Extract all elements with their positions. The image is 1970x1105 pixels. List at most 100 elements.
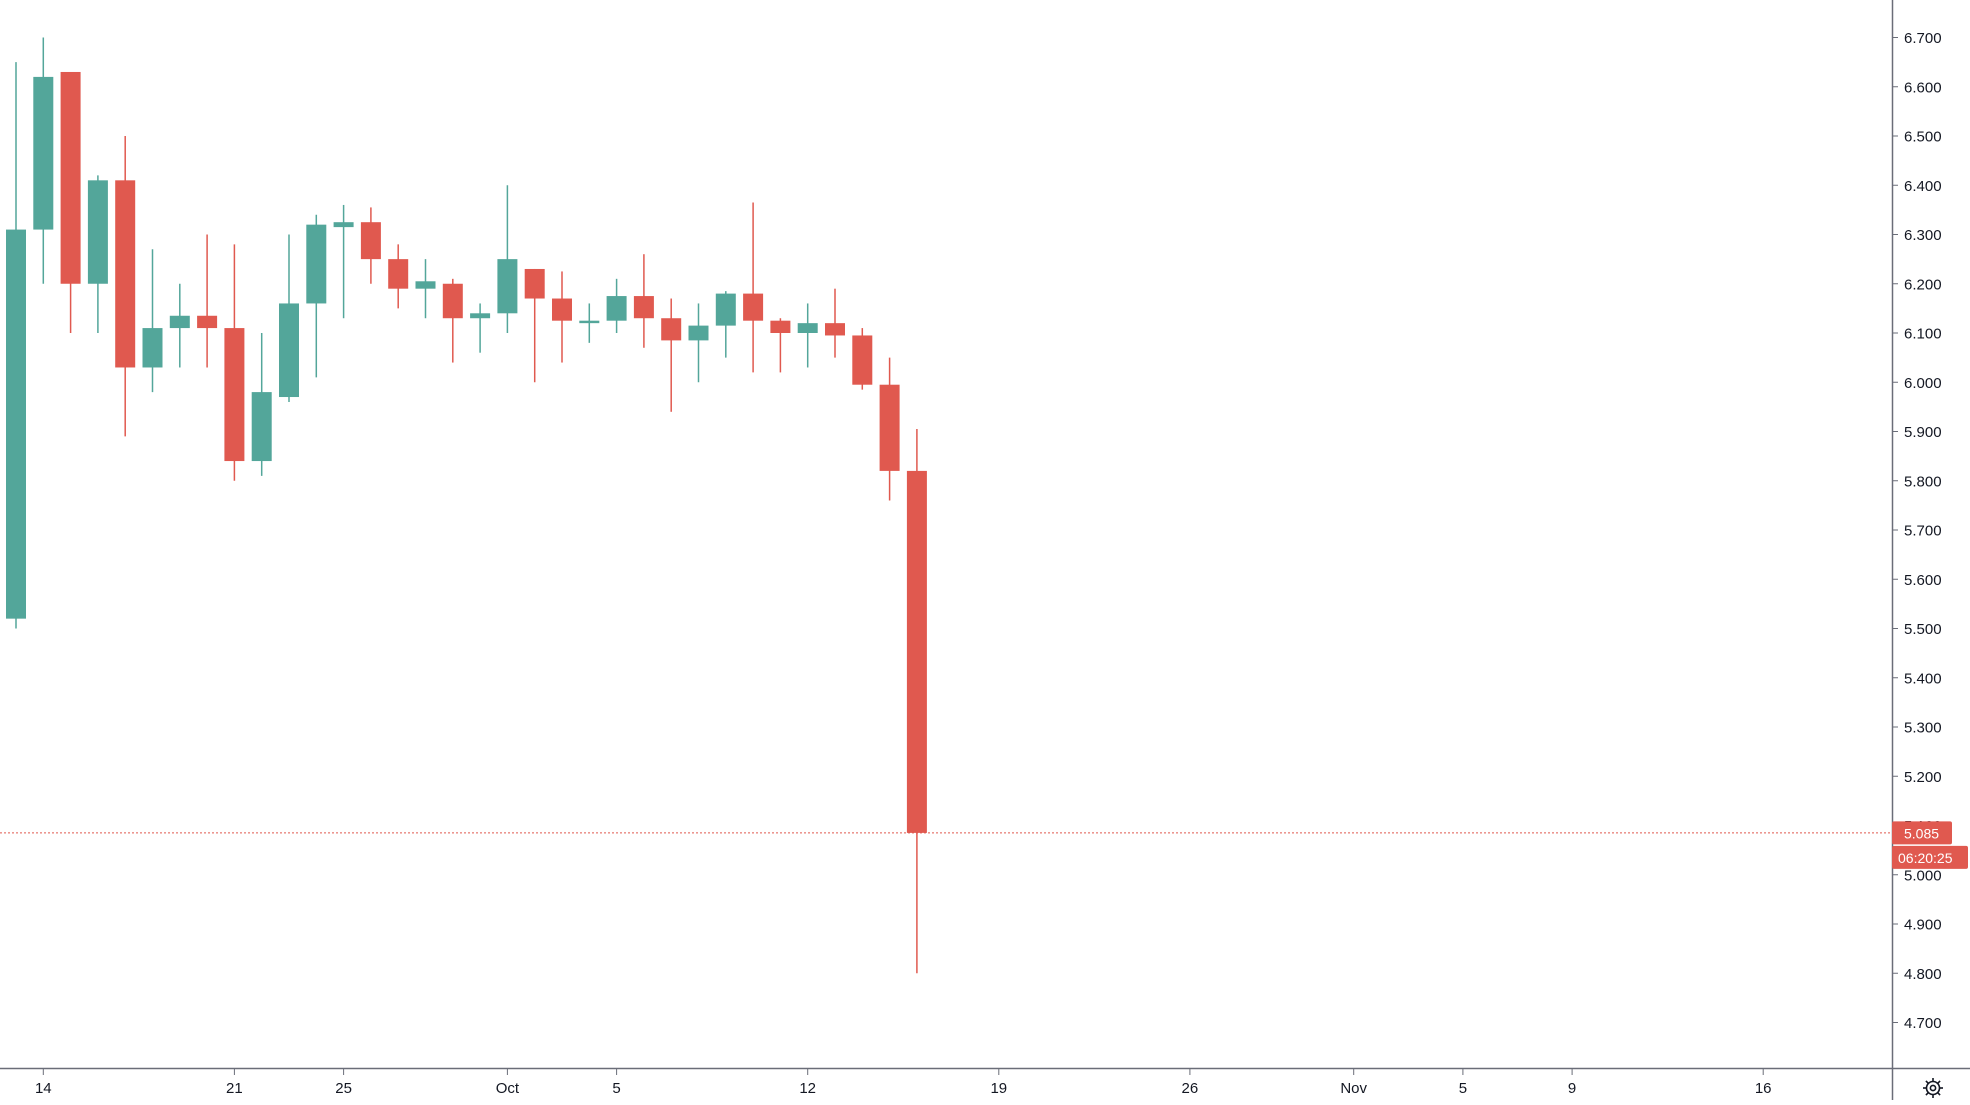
candle-body: [87, 180, 108, 284]
candle-body: [333, 222, 354, 228]
candle-body: [442, 283, 463, 319]
candle-body: [715, 293, 736, 326]
candle: [415, 259, 436, 319]
time-tick-label: 16: [1755, 1080, 1772, 1097]
candle: [879, 357, 900, 501]
price-tick-label: 4.800: [1904, 966, 1942, 983]
price-tick-label: 6.500: [1904, 129, 1942, 146]
time-tick-label: 25: [335, 1080, 352, 1097]
time-tick-label: 21: [226, 1080, 243, 1097]
candle-body: [251, 392, 272, 462]
candle: [333, 204, 354, 319]
last-price-tags: 5.085 06:20:25: [1892, 821, 1968, 869]
candle-body: [797, 323, 818, 333]
candle: [606, 278, 627, 333]
price-tick-label: 5.500: [1904, 621, 1942, 638]
candle-body: [879, 384, 900, 471]
candle-body: [224, 328, 245, 462]
countdown-tag: [1892, 845, 1968, 869]
candle: [279, 234, 299, 402]
price-tick-label: 6.300: [1904, 227, 1942, 244]
time-tick-label: 26: [1182, 1080, 1199, 1097]
candle: [142, 249, 163, 393]
candle: [60, 71, 81, 333]
candle: [306, 214, 327, 378]
candle: [743, 202, 764, 373]
time-tick-label: 5: [1459, 1080, 1467, 1097]
candle-body: [6, 229, 26, 619]
candle: [442, 278, 463, 363]
countdown-tag-text: 06:20:25: [1898, 850, 1953, 866]
time-tick-label: 5: [612, 1080, 620, 1097]
last-price-tag: [1892, 821, 1952, 845]
candle-body: [197, 315, 218, 329]
candle-body: [60, 71, 81, 284]
time-axis[interactable]: 14 21 25 Oct 5 12 19 26 Nov 5 9 16: [35, 1069, 1772, 1097]
candle-body: [470, 313, 491, 319]
candle: [825, 288, 845, 358]
candle: [251, 333, 272, 476]
candle: [115, 136, 136, 437]
candle-body: [142, 328, 163, 368]
candle-body: [33, 76, 54, 230]
candle: [388, 244, 409, 309]
price-axis[interactable]: 6.700 6.600 6.500 6.400 6.300 6.200 6.100 6.000…: [1892, 30, 1942, 1032]
price-tick-label: 4.900: [1904, 917, 1942, 934]
candle-body: [115, 180, 136, 368]
candle: [770, 318, 791, 373]
candle: [852, 328, 873, 390]
chart-settings-button[interactable]: [1923, 1078, 1943, 1098]
candle-body: [770, 320, 791, 333]
candle-body: [169, 315, 190, 329]
candle-body: [743, 293, 764, 321]
price-tick-label: 5.300: [1904, 720, 1942, 737]
candle: [470, 303, 491, 353]
candle: [552, 271, 572, 363]
candle: [524, 268, 545, 383]
candle: [224, 244, 245, 481]
candle-body: [360, 222, 381, 260]
candle: [87, 175, 108, 333]
price-tick-label: 5.700: [1904, 523, 1942, 540]
candle-body: [661, 318, 682, 341]
price-tick-label: 6.400: [1904, 178, 1942, 195]
candle: [906, 429, 927, 974]
price-tick-label: 6.600: [1904, 79, 1942, 96]
candle-body: [579, 320, 600, 324]
price-tick-label: 5.800: [1904, 473, 1942, 490]
time-tick-label: 12: [799, 1080, 816, 1097]
candle-body: [906, 470, 927, 833]
candle: [497, 185, 518, 333]
price-tick-label: 6.100: [1904, 326, 1942, 343]
gear-icon: [1923, 1078, 1943, 1098]
candle: [33, 37, 54, 284]
candle: [579, 303, 600, 343]
candle-body: [852, 335, 873, 385]
candle: [661, 298, 682, 412]
price-tick-label: 6.200: [1904, 276, 1942, 293]
candle: [360, 207, 381, 284]
time-tick-label: 19: [990, 1080, 1007, 1097]
candle-body: [306, 224, 327, 304]
time-tick-label: 14: [35, 1080, 52, 1097]
candle-body: [524, 268, 545, 299]
price-tick-label: 4.700: [1904, 1015, 1942, 1032]
price-tick-label: 5.200: [1904, 769, 1942, 786]
candles-layer: [6, 37, 927, 974]
price-tick-label: 5.400: [1904, 670, 1942, 687]
candle-body: [688, 325, 709, 341]
candle-body: [388, 259, 409, 289]
candle-body: [497, 259, 518, 314]
price-tick-label: 5.000: [1904, 867, 1942, 884]
price-tick-label: 6.000: [1904, 375, 1942, 392]
candle: [797, 303, 818, 368]
candle: [688, 303, 709, 383]
time-tick-label: Oct: [496, 1080, 520, 1097]
candle: [715, 291, 736, 358]
last-price-tag-text: 5.085: [1904, 825, 1939, 841]
candle: [633, 254, 654, 348]
candle: [169, 283, 190, 368]
